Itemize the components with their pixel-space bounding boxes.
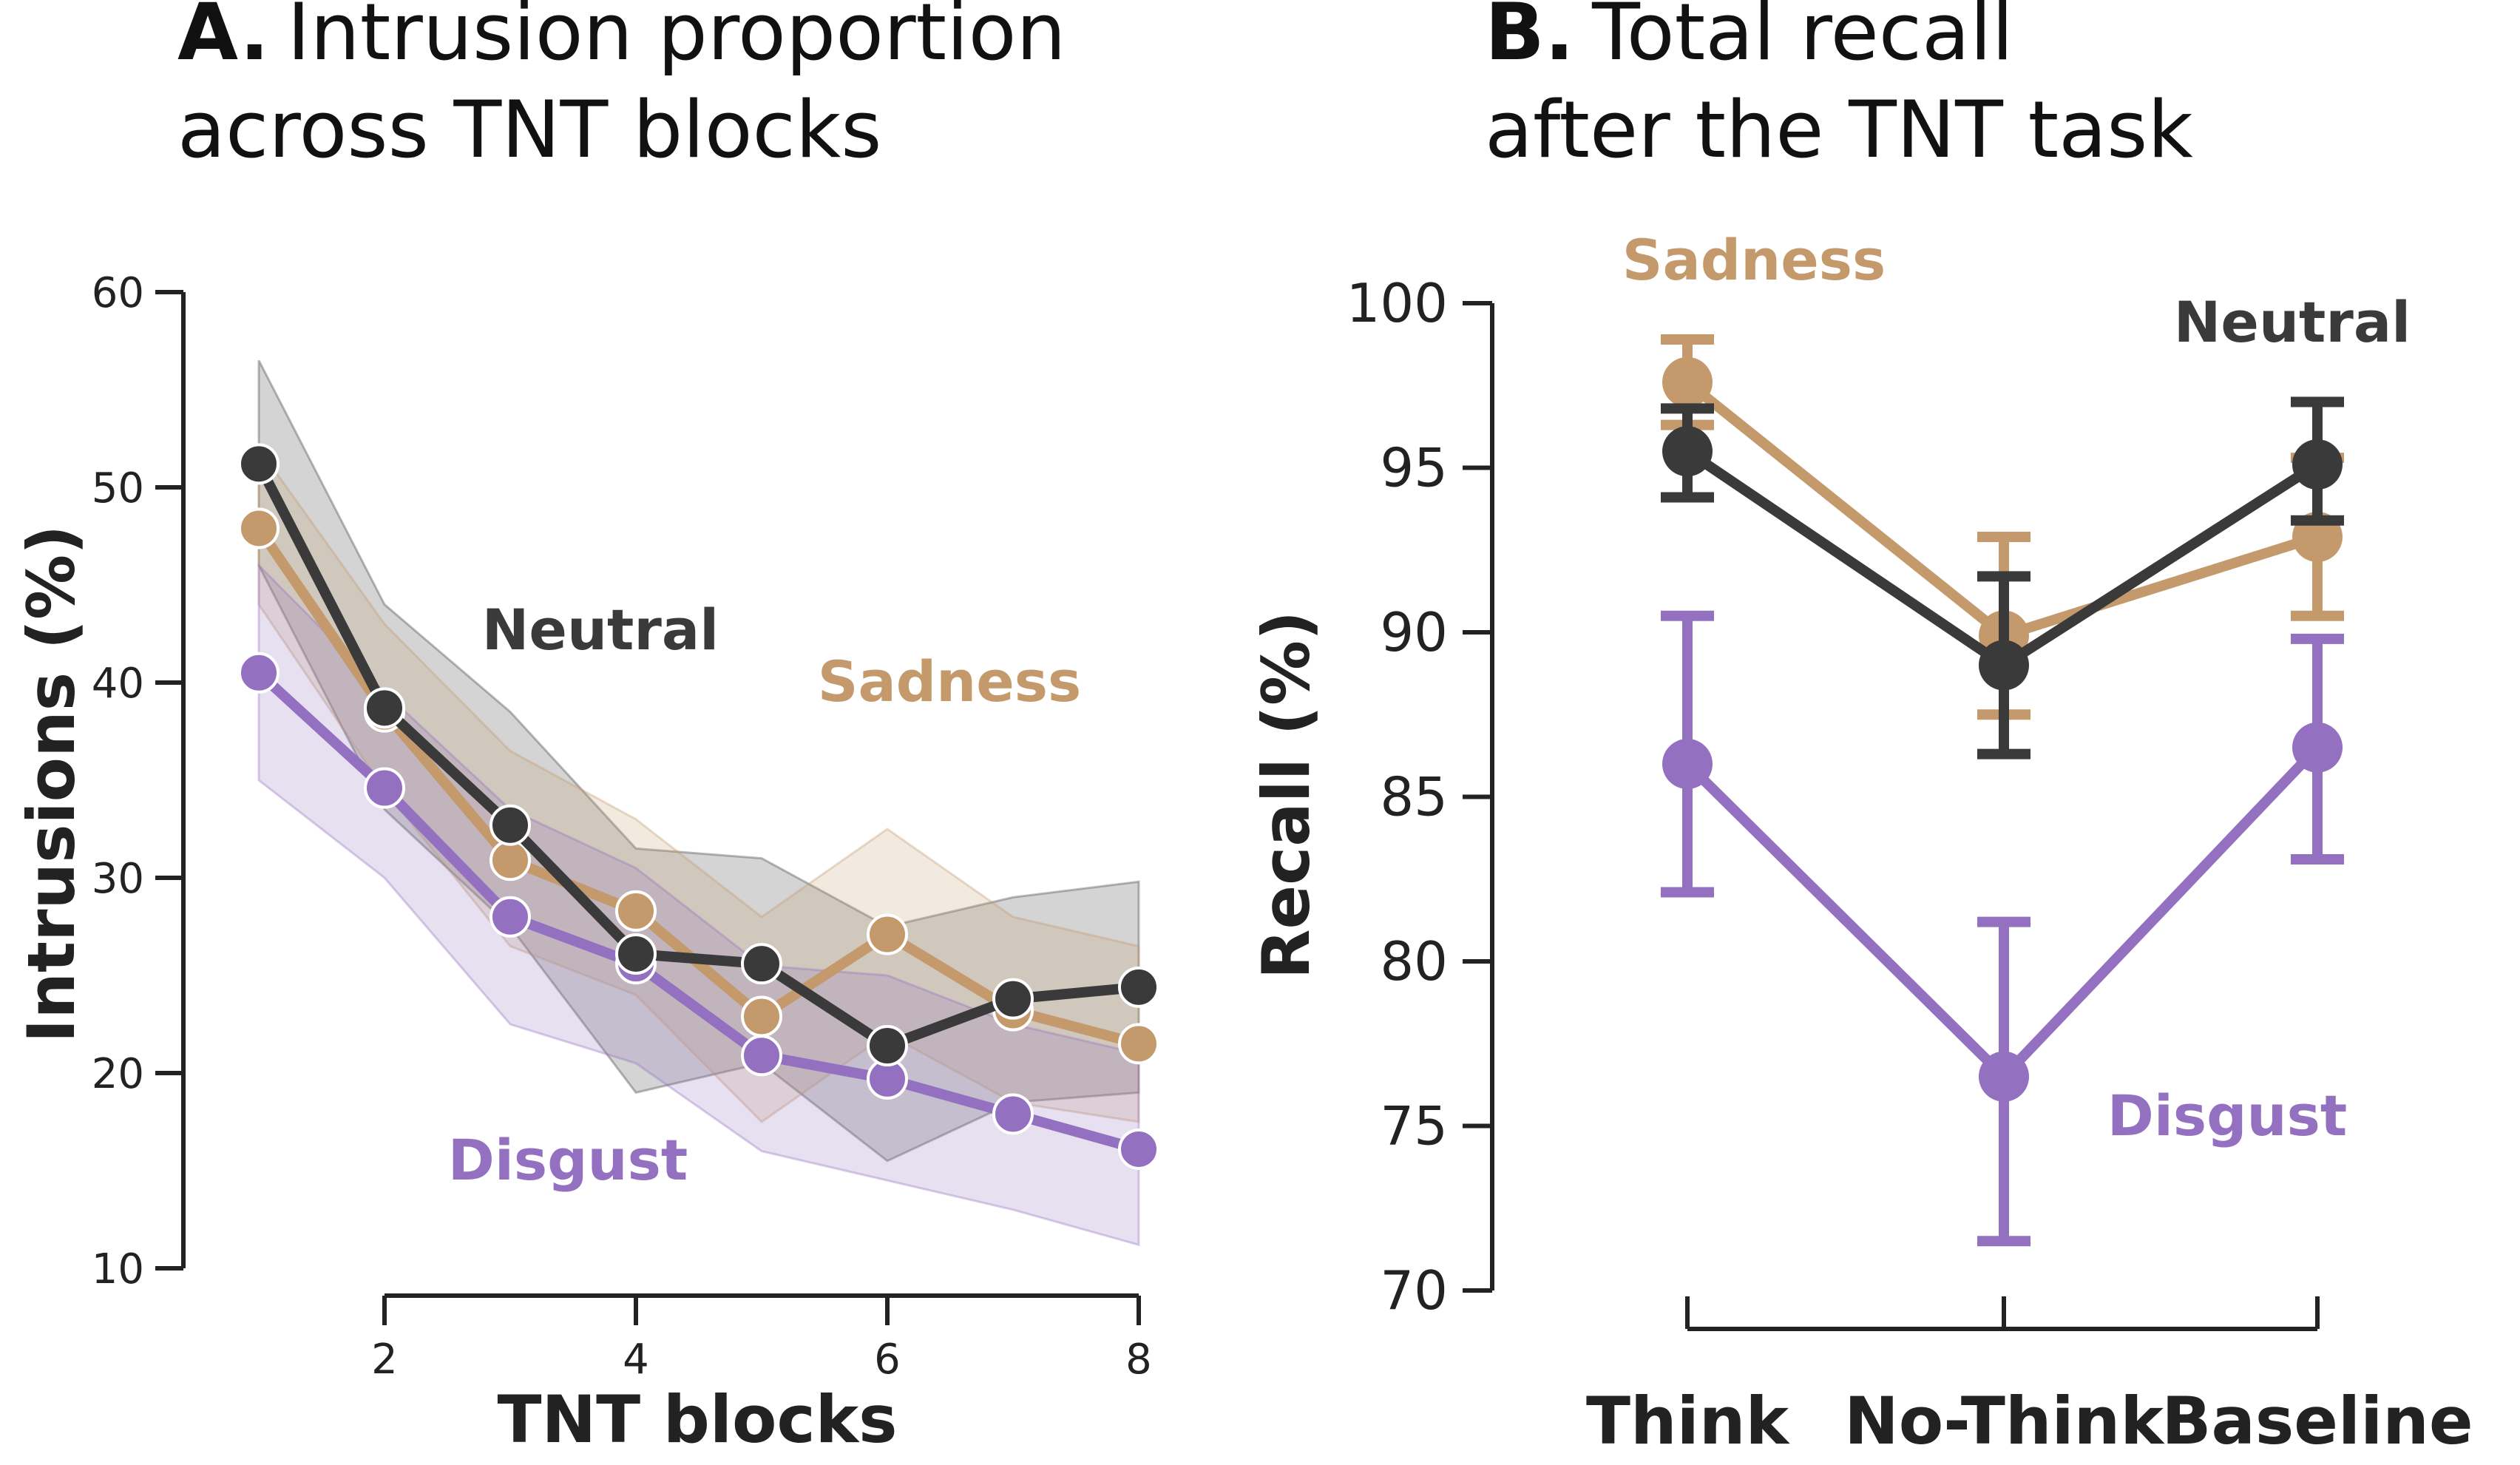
panel-a-point-neutral-8 [1118, 966, 1159, 1008]
panel-a-ci-band-neutral [257, 359, 1140, 1163]
panel-a-xlabel: TNT blocks [497, 1381, 897, 1458]
panel-a-point-neutral-7 [992, 978, 1034, 1020]
panel-a-ci-band-disgust [257, 562, 1140, 1247]
panel-b-point-disgust-no-think [1979, 1051, 2029, 1102]
panel-a-line-disgust [255, 669, 1140, 1154]
panel-a-point-disgust-5 [741, 1035, 782, 1077]
panel-a-line-neutral [254, 461, 1139, 1052]
panel-a-point-sadness-1 [238, 507, 280, 549]
panel-a-letter: A. [177, 0, 269, 78]
panel-a-point-sadness-6 [867, 913, 908, 955]
panel-b-point-neutral-baseline [2292, 439, 2343, 490]
panel-a-point-sadness-5 [741, 995, 782, 1038]
panel-b-ytick-label-95: 95 [1380, 437, 1448, 499]
panel-a-label-sadness: Sadness [818, 649, 1082, 714]
panel-a-point-neutral-1 [238, 443, 280, 485]
panel-b-ytick-label-100: 100 [1347, 272, 1448, 334]
panel-b-label-sadness: Sadness [1622, 227, 1886, 293]
panel-a-point-disgust-8 [1118, 1128, 1159, 1170]
panel-a-point-sadness-8 [1118, 1023, 1159, 1065]
panel-b-category-no-think: No-Think [1844, 1383, 2165, 1459]
panel-a-point-neutral-6 [867, 1025, 908, 1067]
panel-a-label-disgust: Disgust [448, 1127, 688, 1193]
panel-a-xtick-label-2: 2 [371, 1336, 398, 1384]
panel-b-ytick-label-90: 90 [1380, 601, 1448, 663]
panel-a-point-disgust-7 [992, 1093, 1034, 1135]
panel-b-label-neutral: Neutral [2174, 289, 2411, 355]
panel-a-point-sadness-4 [615, 890, 657, 932]
panel-b-category-think: Think [1586, 1383, 1790, 1459]
panel-a-ytick-label-10: 10 [92, 1245, 144, 1293]
panel-b-title-text: Total recall [1591, 0, 2013, 78]
panel-b-title-line1: B. Total recall [1485, 0, 2013, 78]
panel-a-chart: 10 20 30 40 50 60 2 4 6 8 [92, 269, 1159, 1384]
panel-a-ytick-label-60: 60 [92, 269, 144, 317]
panel-b-ytick-label-85: 85 [1380, 766, 1448, 828]
panel-a-point-disgust-3 [490, 896, 531, 938]
panel-b-title-line2: after the TNT task [1485, 84, 2193, 175]
panel-a-ylabel: Intrusions (%) [13, 525, 89, 1043]
panel-b-point-neutral-think [1662, 426, 1713, 477]
panel-b-point-sadness-think [1662, 356, 1713, 407]
panel-a-point-neutral-5 [741, 943, 782, 985]
panel-b-ytick-label-75: 75 [1380, 1095, 1448, 1157]
panel-a-ytick-label-40: 40 [92, 660, 144, 708]
panel-a-point-neutral-4 [615, 933, 657, 975]
panel-a-title-line2: across TNT blocks [177, 84, 881, 175]
panel-a-title-text: Intrusion proportion [287, 0, 1066, 78]
panel-a-xtick-label-6: 6 [874, 1336, 901, 1384]
panel-b-point-disgust-think [1662, 739, 1713, 789]
panel-a-point-disgust-1 [238, 652, 280, 694]
panel-b-category-baseline: Baseline [2161, 1383, 2473, 1459]
panel-a-ytick-label-30: 30 [92, 855, 144, 903]
panel-a-ytick-label-20: 20 [92, 1050, 144, 1098]
panel-a-xtick-label-8: 8 [1125, 1336, 1152, 1384]
panel-a-xtick-label-4: 4 [623, 1336, 649, 1384]
panel-a-point-neutral-2 [364, 687, 405, 729]
panel-a-label-neutral: Neutral [482, 597, 719, 663]
panel-b-letter: B. [1485, 0, 1574, 78]
panel-b-ytick-label-70: 70 [1380, 1259, 1448, 1322]
panel-a-point-neutral-3 [490, 804, 531, 846]
panel-b-ytick-label-80: 80 [1380, 930, 1448, 992]
panel-a-point-disgust-2 [364, 767, 405, 809]
panel-a-point-sadness-3 [490, 839, 531, 882]
panel-b-ylabel: Recall (%) [1248, 611, 1324, 980]
panel-b-point-disgust-baseline [2292, 722, 2343, 773]
panel-b-label-disgust: Disgust [2107, 1083, 2347, 1148]
panel-b-point-neutral-no-think [1979, 640, 2029, 691]
panel-a-ytick-label-50: 50 [92, 464, 144, 512]
panel-a-title-line1: A. Intrusion proportion [177, 0, 1066, 78]
